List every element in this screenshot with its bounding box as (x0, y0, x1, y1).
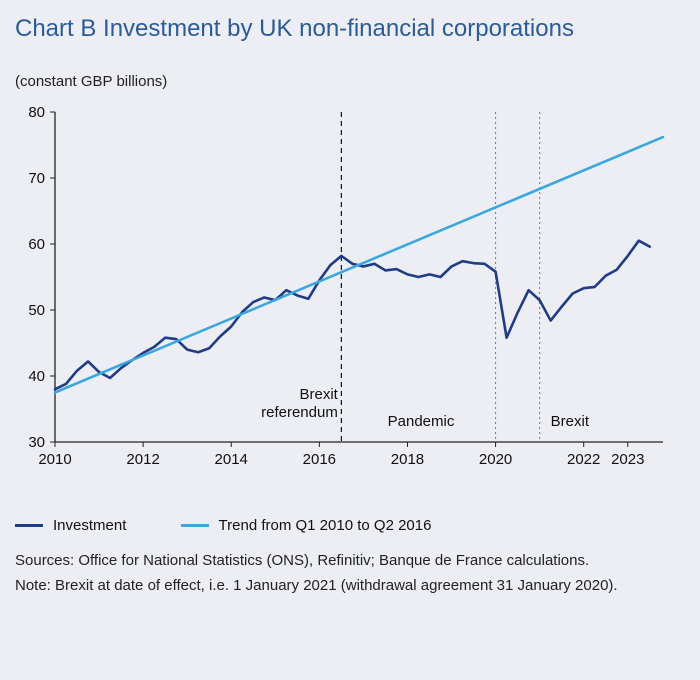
svg-text:30: 30 (28, 434, 45, 451)
legend-item-trend: Trend from Q1 2010 to Q2 2016 (181, 517, 432, 534)
svg-text:2010: 2010 (38, 451, 71, 468)
svg-text:40: 40 (28, 368, 45, 385)
chart-container: Chart B Investment by UK non-financial c… (15, 15, 685, 665)
svg-text:2020: 2020 (479, 451, 512, 468)
legend-swatch-investment (15, 524, 43, 527)
svg-text:Brexit: Brexit (551, 413, 590, 430)
legend: Investment Trend from Q1 2010 to Q2 2016 (15, 514, 685, 534)
chart-subtitle: (constant GBP billions) (15, 73, 685, 90)
svg-text:2014: 2014 (215, 451, 248, 468)
svg-text:50: 50 (28, 302, 45, 319)
note-line: Note: Brexit at date of effect, i.e. 1 J… (15, 575, 685, 596)
sources-line: Sources: Office for National Statistics … (15, 550, 685, 571)
svg-text:Pandemic: Pandemic (388, 413, 455, 430)
legend-label: Investment (53, 517, 126, 534)
svg-text:2022: 2022 (567, 451, 600, 468)
svg-text:2016: 2016 (303, 451, 336, 468)
svg-text:60: 60 (28, 236, 45, 253)
legend-swatch-trend (181, 524, 209, 527)
svg-text:2018: 2018 (391, 451, 424, 468)
svg-text:2023: 2023 (611, 451, 644, 468)
svg-text:80: 80 (28, 104, 45, 121)
title-prefix: Chart B (15, 15, 96, 42)
plot-area: 30 40 50 60 70 80 2010 2012 2014 2016 2018 2020 2022… (15, 100, 675, 500)
chart-title: Chart B Investment by UK non-financial c… (15, 15, 685, 43)
legend-item-investment: Investment (15, 517, 126, 534)
svg-text:70: 70 (28, 170, 45, 187)
chart-svg: 30 40 50 60 70 80 2010 2012 2014 2016 2018 2020 2022… (15, 100, 675, 500)
svg-text:referendum: referendum (261, 404, 338, 421)
svg-text:Brexit: Brexit (300, 386, 339, 403)
title-text: Investment by UK non-financial corporati… (96, 15, 574, 42)
legend-label: Trend from Q1 2010 to Q2 2016 (219, 517, 432, 534)
svg-text:2012: 2012 (126, 451, 159, 468)
